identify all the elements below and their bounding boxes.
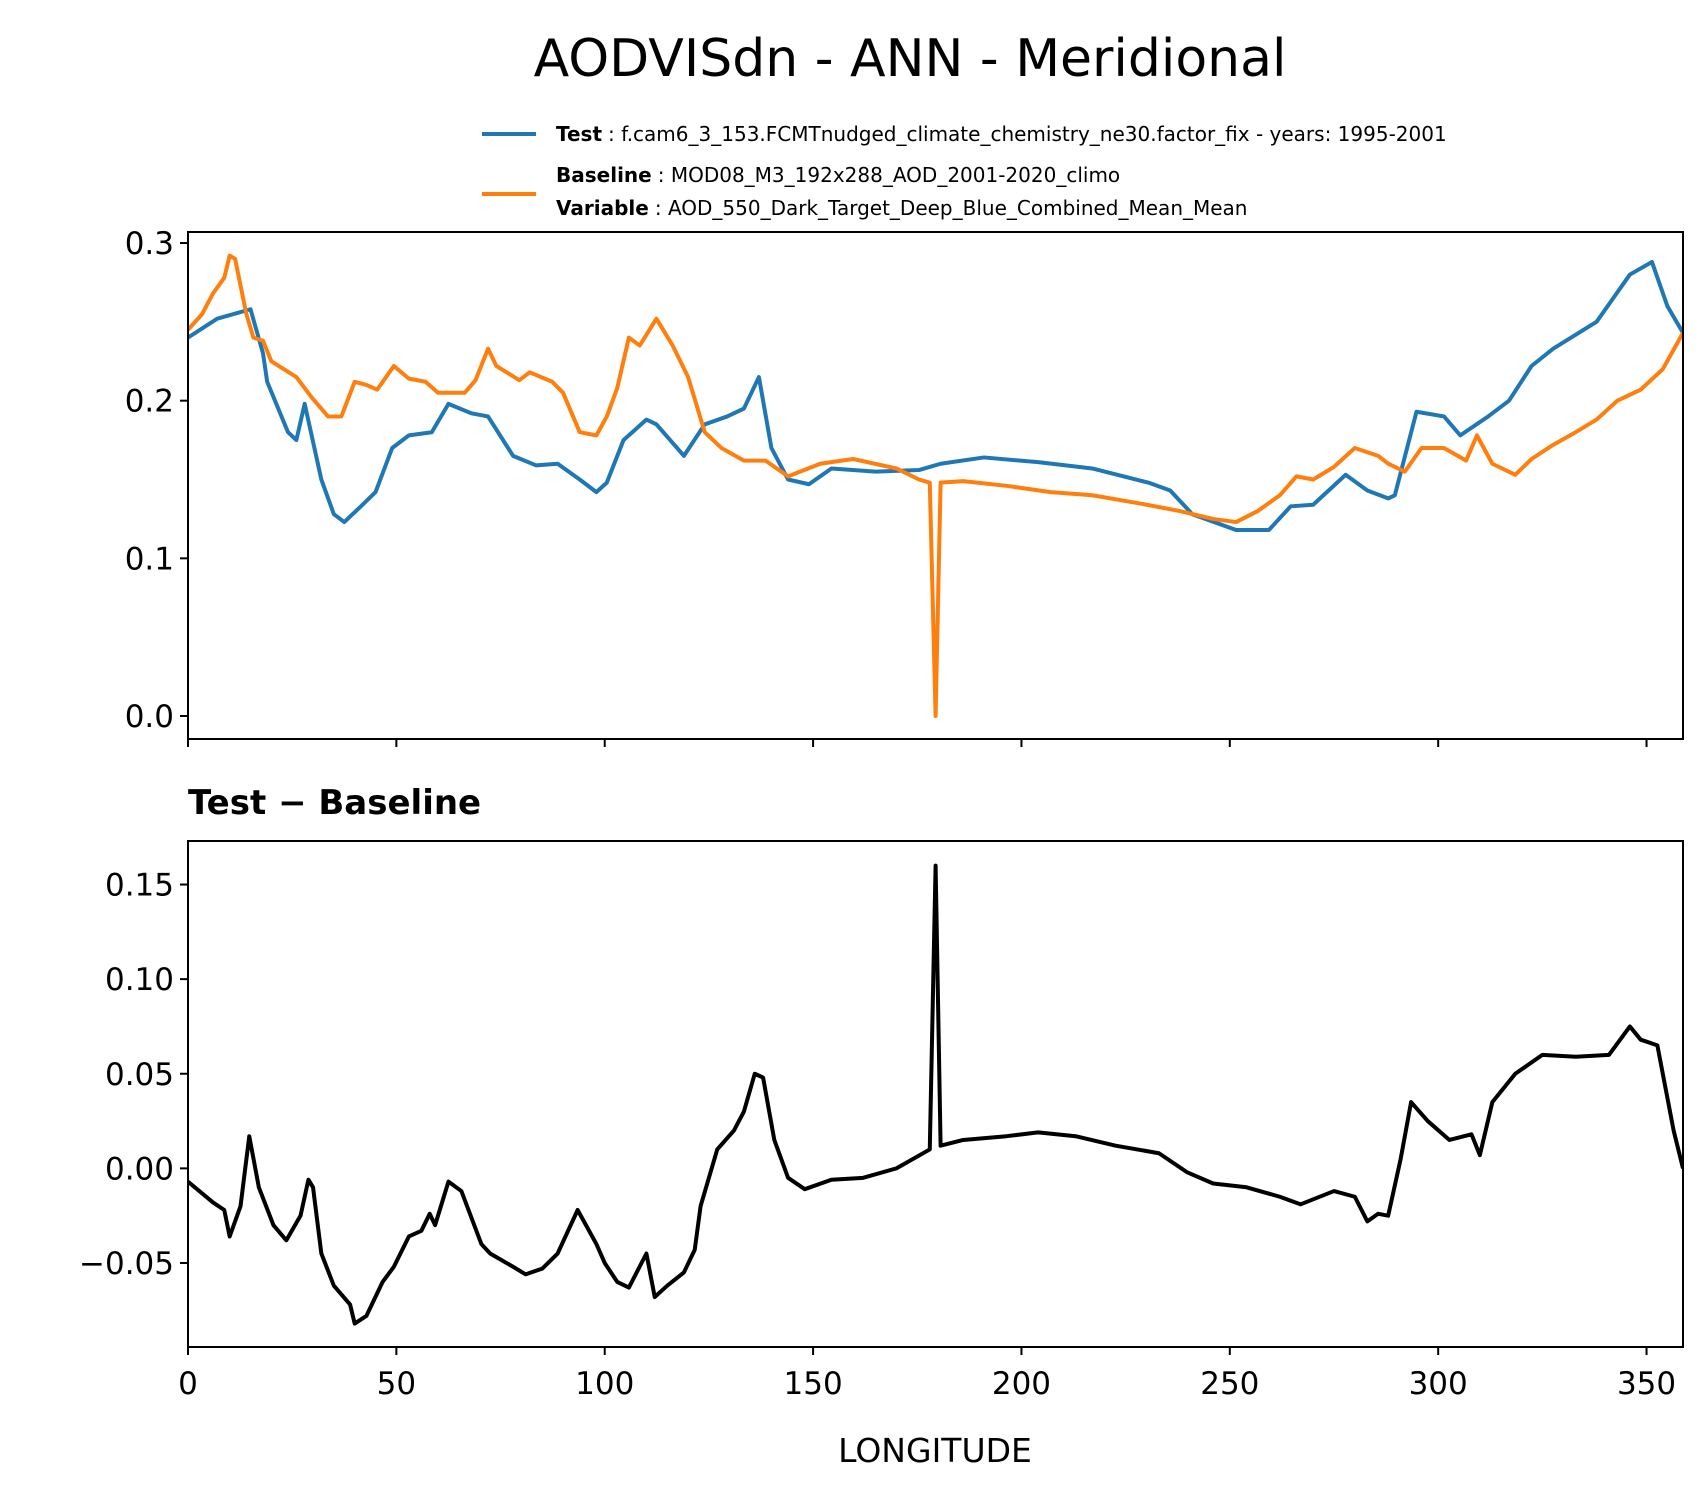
y-tick-label: 0.00 (105, 1151, 174, 1187)
y-tick-label: 0.1 (125, 541, 174, 577)
axes-frame (187, 231, 1684, 740)
legend-variable: : AOD_550_Dark_Target_Deep_Blue_Combined… (655, 196, 1248, 220)
y-tick-label: 0.15 (105, 868, 174, 904)
x-tick-label: 200 (992, 1366, 1051, 1402)
data-line (188, 863, 1683, 1326)
data-line (188, 253, 1683, 718)
y-tick-label: −0.05 (79, 1246, 174, 1282)
x-tick-label: 100 (575, 1366, 634, 1402)
legend-variable-name: Variable (556, 196, 649, 220)
axes-frame (187, 840, 1684, 1348)
legend: Test: f.cam6_3_153.FCMTnudged_climate_ch… (482, 122, 1447, 220)
y-tick-label: 0.05 (105, 1057, 174, 1093)
figure-title: AODVISdn - ANN - Meridional (534, 29, 1287, 89)
legend-entry: Variable: AOD_550_Dark_Target_Deep_Blue_… (556, 196, 1247, 220)
x-tick-label: 150 (784, 1366, 843, 1402)
legend-entry: Test: f.cam6_3_153.FCMTnudged_climate_ch… (556, 122, 1447, 146)
y-tick-label: 0.0 (125, 699, 174, 735)
legend-name: Test (556, 122, 602, 146)
legend-case: : f.cam6_3_153.FCMTnudged_climate_chemis… (608, 122, 1447, 146)
x-tick-label: 350 (1617, 1366, 1676, 1402)
x-axis-label: LONGITUDE (838, 1431, 1032, 1470)
x-tick-label: 300 (1409, 1366, 1468, 1402)
legend-entry: Baseline: MOD08_M3_192x288_AOD_2001-2020… (556, 163, 1120, 187)
x-tick-label: 50 (377, 1366, 416, 1402)
legend-name: Baseline (556, 163, 652, 187)
subplot-title: Test − Baseline (188, 783, 481, 823)
x-tick-label: 0 (178, 1366, 198, 1402)
x-tick-label: 250 (1200, 1366, 1259, 1402)
data-line (188, 259, 1683, 532)
legend-case: : MOD08_M3_192x288_AOD_2001-2020_climo (658, 163, 1120, 187)
y-tick-label: 0.2 (125, 384, 174, 420)
y-tick-label: 0.10 (105, 962, 174, 998)
y-tick-label: 0.3 (125, 226, 174, 262)
